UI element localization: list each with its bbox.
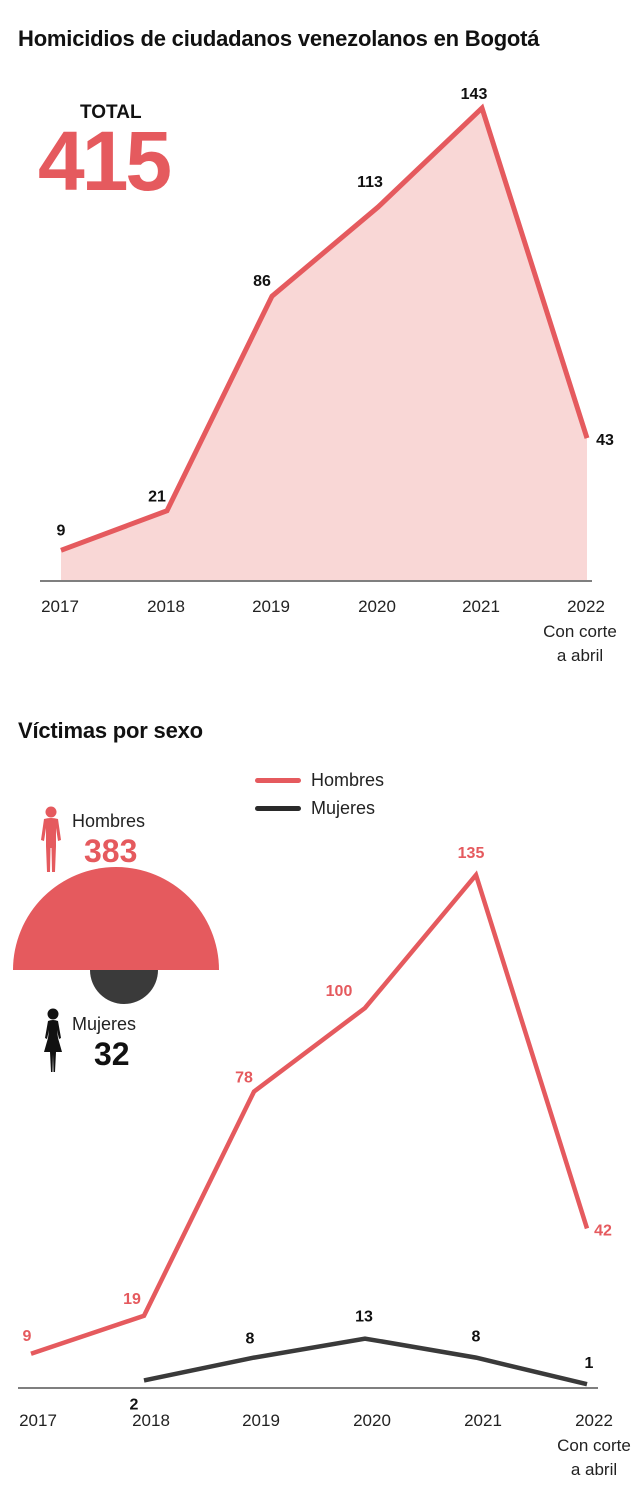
x-tick-label: 2017 bbox=[41, 597, 79, 616]
chart-title-victims-by-sex: Víctimas por sexo bbox=[18, 718, 203, 743]
x-tick-label: 2022 bbox=[567, 597, 605, 616]
men-label: Hombres bbox=[72, 811, 146, 831]
total-label: TOTAL bbox=[80, 102, 142, 123]
women-value: 32 bbox=[94, 1036, 130, 1072]
homicides-area-chart: 9 21 86 113 143 43 2017 2018 2019 2020 2021 2022 Con… bbox=[40, 86, 617, 665]
legend-label-hombres: Hombres bbox=[311, 770, 385, 790]
x-tick-label: 2022 bbox=[575, 1411, 613, 1430]
total-value: 415 bbox=[38, 114, 172, 208]
men-value: 383 bbox=[84, 833, 138, 869]
men-semicircle bbox=[13, 867, 219, 970]
women-label: Mujeres bbox=[72, 1014, 137, 1034]
data-label: 9 bbox=[57, 522, 66, 539]
x-tick-label: 2019 bbox=[252, 597, 290, 616]
man-silhouette-icon bbox=[41, 806, 61, 872]
x-tick-label: 2019 bbox=[242, 1411, 280, 1430]
data-label: 143 bbox=[461, 86, 488, 103]
data-label-mujeres: 8 bbox=[472, 1329, 481, 1346]
data-label-hombres: 135 bbox=[458, 845, 485, 862]
woman-silhouette-icon bbox=[44, 1008, 62, 1072]
data-label-hombres: 42 bbox=[594, 1222, 612, 1239]
series-line-mujeres bbox=[143, 1336, 588, 1387]
data-label-mujeres: 1 bbox=[585, 1355, 594, 1372]
x-tick-label: 2020 bbox=[353, 1411, 391, 1430]
x-tick-label: 2021 bbox=[462, 597, 500, 616]
data-label: 43 bbox=[596, 432, 614, 449]
data-label-mujeres: 8 bbox=[246, 1331, 255, 1348]
x-tick-note: Con corte bbox=[557, 1436, 631, 1455]
x-tick-note: a abril bbox=[557, 646, 603, 665]
legend-label-mujeres: Mujeres bbox=[311, 798, 376, 818]
series-line-hombres bbox=[30, 870, 590, 1356]
x-tick-label: 2017 bbox=[19, 1411, 57, 1430]
x-tick-label: 2018 bbox=[147, 597, 185, 616]
data-label-hombres: 19 bbox=[123, 1291, 141, 1308]
x-tick-label: 2020 bbox=[358, 597, 396, 616]
data-label: 21 bbox=[148, 489, 166, 506]
legend-swatch-mujeres bbox=[255, 806, 301, 811]
data-label-mujeres: 2 bbox=[130, 1396, 139, 1413]
series-line-total bbox=[60, 103, 590, 553]
x-tick-note: a abril bbox=[571, 1460, 617, 1479]
legend-swatch-hombres bbox=[255, 778, 301, 783]
women-semicircle bbox=[90, 970, 158, 1004]
data-label-hombres: 9 bbox=[23, 1328, 32, 1345]
x-tick-label: 2021 bbox=[464, 1411, 502, 1430]
legend-item-mujeres: Mujeres bbox=[255, 798, 375, 819]
x-tick-label: 2018 bbox=[132, 1411, 170, 1430]
data-label-mujeres: 13 bbox=[355, 1309, 373, 1326]
x-tick-note: Con corte bbox=[543, 622, 617, 641]
data-label: 113 bbox=[357, 174, 383, 191]
data-label-hombres: 78 bbox=[235, 1070, 253, 1087]
chart-title-homicides: Homicidios de ciudadanos venezolanos en … bbox=[18, 26, 540, 51]
data-label: 86 bbox=[253, 273, 271, 290]
data-label-hombres: 100 bbox=[326, 983, 353, 1000]
proportion-semicircles bbox=[13, 867, 219, 1004]
legend-item-hombres: Hombres bbox=[255, 770, 384, 791]
